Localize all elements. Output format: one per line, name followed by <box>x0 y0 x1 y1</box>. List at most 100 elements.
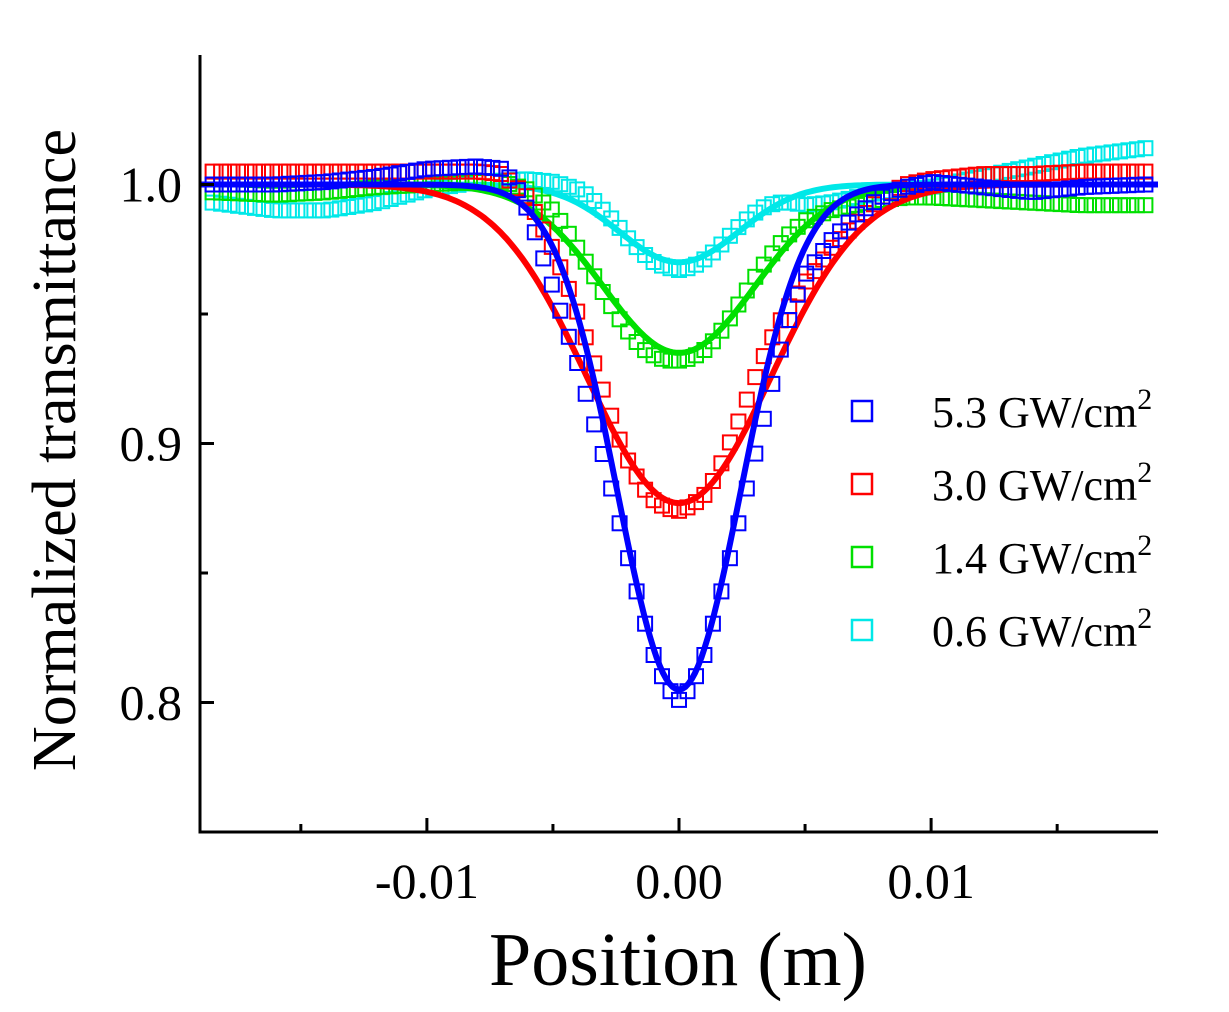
data-point <box>1120 142 1137 159</box>
data-point <box>1120 177 1137 194</box>
data-point <box>942 190 959 207</box>
data-point <box>900 178 916 195</box>
data-point <box>781 312 798 328</box>
data-point <box>1095 163 1111 180</box>
data-point <box>1018 183 1035 200</box>
data-point <box>425 160 442 177</box>
data-point <box>280 175 297 192</box>
data-point <box>1078 163 1094 180</box>
data-point <box>1001 182 1018 198</box>
data-point <box>755 199 772 216</box>
data-point <box>976 179 993 196</box>
data-point <box>238 163 255 180</box>
data-point <box>459 174 475 191</box>
data-point <box>221 163 238 180</box>
data-point <box>1052 164 1069 181</box>
data-point <box>721 434 738 451</box>
data-point <box>1137 197 1154 214</box>
plot-area <box>200 140 1158 708</box>
data-point <box>993 193 1010 210</box>
data-point <box>789 286 806 303</box>
data-point <box>721 550 738 567</box>
data-point <box>1061 164 1078 181</box>
data-point <box>620 230 637 247</box>
data-point <box>1044 154 1061 171</box>
legend: 5.3 GW/cm2 3.0 GW/cm2 1.4 GW/cm2 0.6 GW/cm2 <box>850 383 1152 656</box>
data-point <box>501 169 518 186</box>
data-point <box>1137 163 1154 180</box>
data-point <box>713 236 730 253</box>
data-point <box>552 212 569 229</box>
data-point <box>679 499 696 516</box>
data-point <box>365 195 382 212</box>
data-point <box>883 185 899 202</box>
data-point <box>1112 143 1128 160</box>
data-point <box>823 232 840 249</box>
data-point <box>950 190 967 207</box>
data-point <box>1095 178 1111 195</box>
data-point <box>840 214 857 231</box>
data-point <box>213 176 230 193</box>
data-point <box>747 204 764 221</box>
data-point <box>1044 165 1061 182</box>
data-point <box>543 173 560 190</box>
data-point <box>738 480 755 497</box>
data-point <box>1128 141 1145 158</box>
data-point <box>1128 176 1145 193</box>
data-point <box>1001 166 1018 183</box>
data-point <box>1027 183 1044 200</box>
data-point <box>1001 193 1018 210</box>
data-point <box>611 515 628 532</box>
data-point <box>798 265 815 282</box>
data-point <box>1103 144 1120 161</box>
data-point <box>255 186 272 203</box>
data-point <box>1112 177 1128 194</box>
data-point <box>1103 177 1120 194</box>
data-point <box>908 176 925 193</box>
data-point <box>772 341 789 358</box>
data-point <box>645 347 662 364</box>
data-point <box>993 181 1010 198</box>
legend-marker <box>850 472 874 496</box>
data-point <box>467 158 484 175</box>
data-point <box>204 194 221 211</box>
data-point <box>611 311 628 328</box>
data-point <box>764 375 781 392</box>
data-point <box>662 260 679 277</box>
data-point <box>603 480 620 497</box>
data-point <box>747 268 764 285</box>
data-point <box>280 202 297 219</box>
data-point <box>289 202 306 219</box>
data-point <box>849 196 866 213</box>
data-point <box>815 251 832 268</box>
data-point <box>738 391 755 408</box>
data-point <box>382 166 399 183</box>
data-point <box>1035 156 1052 172</box>
data-point <box>297 185 314 202</box>
data-point <box>577 385 594 402</box>
data-point <box>484 159 501 176</box>
data-point <box>289 175 306 192</box>
data-point <box>1103 163 1120 180</box>
data-point <box>247 176 263 193</box>
data-point <box>611 431 628 448</box>
data-point <box>662 501 679 518</box>
data-point <box>891 181 908 198</box>
legend-label: 3.0 GW/cm2 <box>932 456 1152 510</box>
data-point <box>365 169 382 185</box>
data-point <box>476 164 492 181</box>
data-point <box>713 322 730 339</box>
data-point <box>1095 197 1111 214</box>
data-point <box>679 683 696 700</box>
data-point <box>306 163 323 180</box>
data-point <box>314 202 331 219</box>
data-point <box>764 245 781 262</box>
data-point <box>569 355 586 371</box>
data-point <box>645 492 662 509</box>
data-point <box>272 163 289 180</box>
data-point <box>399 163 416 180</box>
data-point <box>560 178 577 195</box>
data-point <box>1027 166 1044 182</box>
x-tick-label: -0.01 <box>375 853 479 909</box>
